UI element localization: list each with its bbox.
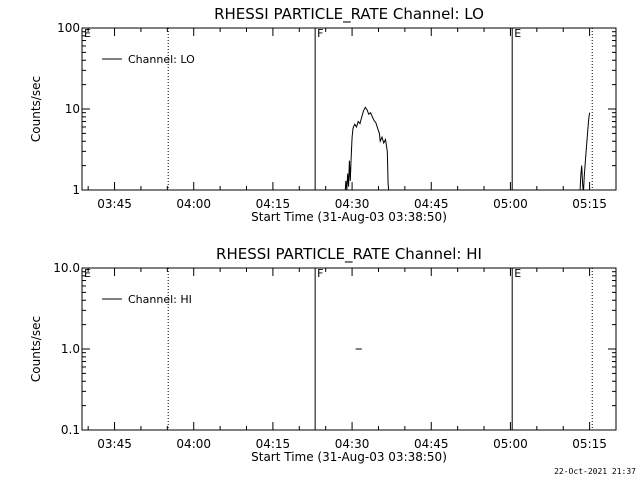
x-tick-label: 04:15 bbox=[256, 197, 291, 211]
x-tick-label: 05:15 bbox=[572, 197, 607, 211]
legend-label: Channel: LO bbox=[128, 53, 195, 66]
marker-label: E bbox=[514, 267, 521, 280]
x-tick-label: 04:30 bbox=[335, 437, 370, 451]
x-tick-label: 05:15 bbox=[572, 437, 607, 451]
x-tick-label: 05:00 bbox=[493, 437, 528, 451]
y-tick-label: 10 bbox=[65, 102, 80, 116]
x-tick-label: 04:00 bbox=[176, 437, 211, 451]
x-tick-label: 03:45 bbox=[97, 197, 132, 211]
y-axis-label: Counts/sec bbox=[29, 316, 43, 382]
marker-label: F bbox=[317, 27, 323, 40]
y-tick-label: 10.0 bbox=[53, 261, 80, 275]
x-tick-label: 04:45 bbox=[414, 437, 449, 451]
x-tick-label: 03:45 bbox=[97, 437, 132, 451]
marker-label: F bbox=[317, 267, 323, 280]
footer-timestamp: 22-Oct-2021 21:37 bbox=[554, 467, 636, 476]
marker-label: E bbox=[514, 27, 521, 40]
series-line bbox=[579, 112, 591, 190]
y-tick-label: 1.0 bbox=[61, 342, 80, 356]
x-tick-label: 04:30 bbox=[335, 197, 370, 211]
legend-label: Channel: HI bbox=[128, 293, 192, 306]
x-tick-label: 05:00 bbox=[493, 197, 528, 211]
x-axis-label: Start Time (31-Aug-03 03:38:50) bbox=[251, 210, 447, 224]
y-tick-label: 0.1 bbox=[61, 423, 80, 437]
x-tick-label: 04:15 bbox=[256, 437, 291, 451]
series-line bbox=[344, 106, 390, 190]
chart-title: RHESSI PARTICLE_RATE Channel: LO bbox=[214, 5, 484, 24]
y-axis-label: Counts/sec bbox=[29, 76, 43, 142]
x-tick-label: 04:00 bbox=[176, 197, 211, 211]
chart-title: RHESSI PARTICLE_RATE Channel: HI bbox=[216, 245, 482, 264]
y-tick-label: 1 bbox=[72, 183, 80, 197]
y-tick-label: 100 bbox=[57, 21, 80, 35]
marker-label: E bbox=[84, 27, 91, 40]
x-axis-label: Start Time (31-Aug-03 03:38:50) bbox=[251, 450, 447, 464]
x-tick-label: 04:45 bbox=[414, 197, 449, 211]
marker-label: E bbox=[84, 267, 91, 280]
